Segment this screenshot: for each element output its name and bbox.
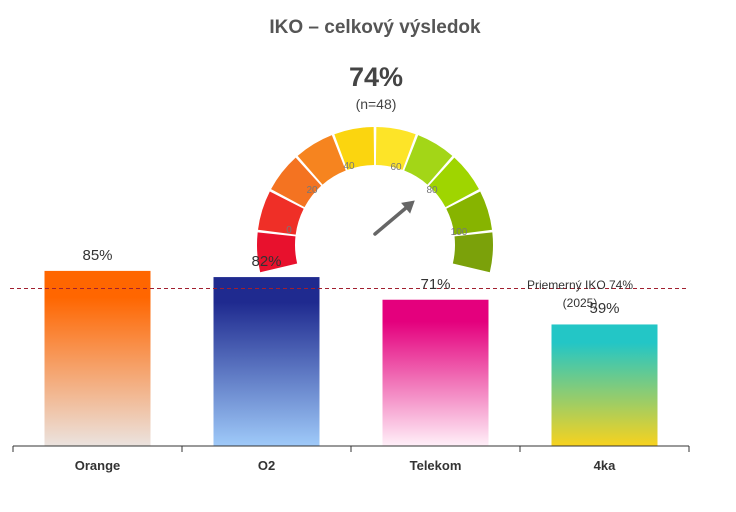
gauge-segment — [452, 232, 493, 273]
bar-chart — [10, 270, 690, 452]
gauge-tick-label: 40 — [343, 161, 355, 172]
gauge-segment — [428, 157, 479, 208]
category-label: Orange — [74, 458, 121, 473]
gauge-sample-size: (n=48) — [355, 96, 397, 112]
gauge-segment — [297, 135, 346, 185]
bar-value-label: 85% — [82, 246, 113, 264]
gauge-tick-label: 60 — [390, 162, 402, 173]
reference-label-line1: Priemerný IKO 74% — [526, 278, 634, 292]
gauge-segment — [375, 127, 416, 170]
reference-label: Priemerný IKO 74% (2025) — [510, 276, 650, 312]
bar-value-label: 71% — [420, 275, 451, 293]
gauge-segment — [271, 157, 322, 208]
gauge-segment — [446, 191, 493, 235]
gauge-tick-label: 20 — [306, 185, 318, 196]
gauge-segment — [404, 135, 453, 185]
gauge-segment — [334, 127, 375, 170]
gauge-value: 74% — [348, 62, 404, 92]
gauge-segment — [257, 191, 304, 235]
bar-4ka — [551, 324, 658, 446]
category-label: 4ka — [593, 458, 616, 473]
gauge-needle — [373, 206, 408, 236]
bar-orange — [44, 270, 151, 446]
gauge-tick-label: 80 — [426, 185, 438, 196]
bar-o2 — [213, 277, 320, 446]
reference-label-line2: (2025) — [562, 296, 598, 310]
gauge-needle-head — [401, 200, 415, 214]
gauge-tick-label: 0 — [286, 225, 292, 236]
gauge: 0 20 40 60 80 100 — [257, 127, 493, 273]
bar-value-label: 82% — [251, 253, 282, 271]
bar-value-label: 59% — [589, 300, 620, 318]
chart-title: IKO – celkový výsledok — [269, 17, 481, 38]
bar-telekom — [382, 299, 489, 446]
category-label: O2 — [257, 458, 276, 473]
category-label: Telekom — [409, 458, 462, 473]
gauge-tick-label: 100 — [451, 227, 468, 238]
gauge-segment — [257, 232, 298, 273]
